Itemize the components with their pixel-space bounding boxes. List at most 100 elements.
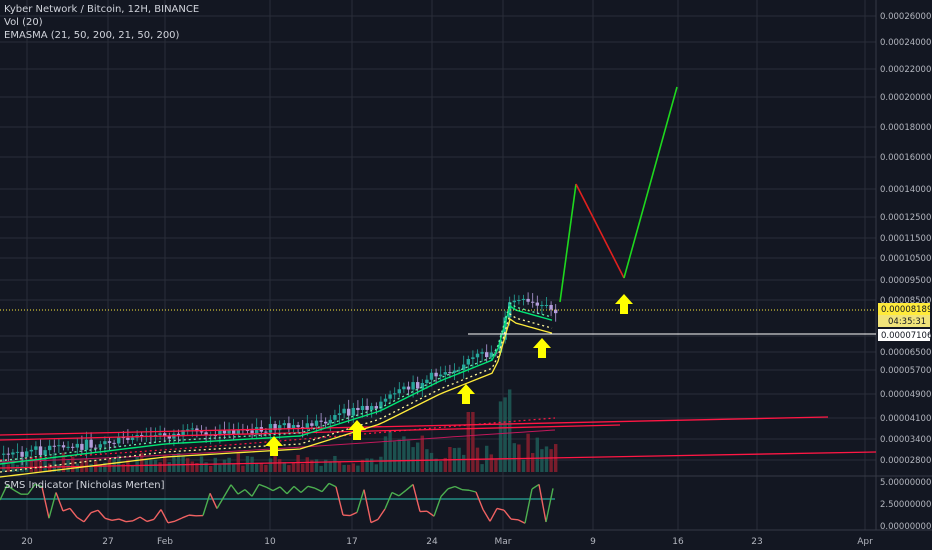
volume-bar: [209, 465, 213, 472]
sms-segment: [160, 509, 169, 524]
price-tick-label: 0.00022000: [880, 65, 931, 75]
sms-tick-label: 5.00000000: [880, 478, 931, 488]
sms-tick-label: 0.00000000: [880, 522, 931, 532]
sms-segment: [6, 484, 15, 491]
volume-bar: [402, 436, 406, 472]
sms-segment: [335, 486, 344, 516]
candle-body: [452, 370, 457, 373]
volume-bar: [388, 430, 392, 472]
candle-body: [2, 453, 6, 455]
volume-bar: [393, 441, 397, 472]
candle-body: [245, 429, 250, 431]
candle-body: [475, 353, 480, 358]
time-tick-label: 23: [751, 537, 762, 547]
ema-200-line: [0, 429, 556, 463]
candle-body: [52, 445, 56, 447]
support-price-text: 0.00007106: [881, 331, 932, 341]
volume-bar: [526, 433, 530, 472]
candle-body: [457, 369, 461, 371]
volume-bar: [268, 458, 273, 472]
countdown-tag: [878, 315, 930, 327]
volume-bar: [213, 457, 217, 472]
sms-segment: [125, 520, 134, 523]
sms-segment: [104, 517, 113, 522]
volume-bar: [535, 437, 539, 472]
candle-body: [278, 425, 282, 431]
sms-segment: [321, 482, 330, 493]
sms-segment: [230, 484, 239, 495]
candle-body: [310, 423, 314, 426]
candle-body: [117, 437, 121, 444]
volume-bar: [498, 401, 503, 472]
candle-body: [333, 415, 337, 420]
volume-bar: [140, 452, 144, 472]
sms-segment: [496, 507, 505, 511]
symbol-title: Kyber Network / Bitcoin, 12H, BINANCE: [4, 4, 200, 15]
sms-label: SMS Indicator [Nicholas Merten]: [4, 480, 165, 491]
sms-segment: [146, 518, 155, 523]
candle-body: [443, 372, 447, 375]
candle-body: [34, 446, 38, 450]
candle-body: [356, 407, 360, 411]
candle-body: [521, 298, 526, 300]
candle-body: [268, 423, 273, 433]
volume-bar: [544, 446, 549, 472]
sms-segment: [461, 488, 470, 491]
sms-segment: [370, 518, 379, 524]
sms-segment: [48, 492, 57, 519]
up-arrow-marker: [457, 384, 475, 404]
volume-bar: [89, 463, 93, 472]
sms-segment: [118, 518, 127, 523]
candle-body: [66, 446, 70, 448]
up-arrow-marker: [265, 436, 283, 456]
candle-body: [11, 452, 15, 455]
volume-bar: [480, 464, 484, 472]
volume-bar: [57, 464, 61, 472]
volume-bar: [190, 461, 194, 472]
volume-bar: [406, 440, 411, 472]
volume-bar: [429, 452, 434, 472]
price-tick-label: 0.00009500: [880, 276, 931, 286]
candle-body: [296, 425, 300, 428]
sms-segment: [293, 485, 302, 493]
volume-bar: [314, 459, 319, 472]
volume-bar: [121, 464, 125, 472]
volume-bar: [34, 459, 38, 472]
candle-body: [218, 429, 222, 436]
volume-bar: [66, 460, 70, 472]
sms-segment: [41, 486, 50, 519]
volume-bar: [411, 447, 415, 472]
volume-bar: [181, 455, 185, 472]
trend-line-lower: [0, 451, 877, 469]
volume-bar: [374, 464, 378, 472]
volume-bar: [420, 435, 424, 472]
volume-bar: [38, 456, 43, 472]
sms-segment: [307, 485, 316, 489]
volume-bar: [310, 460, 314, 472]
volume-bar: [282, 462, 286, 472]
price-tick-label: 0.00010500: [880, 254, 931, 264]
candle-body: [429, 372, 434, 380]
volume-bar: [117, 455, 121, 472]
sms-segment: [538, 484, 547, 523]
volume-bar: [347, 464, 351, 472]
volume-bar: [471, 412, 475, 472]
candle-body: [236, 429, 240, 434]
candle-body: [98, 444, 102, 448]
sms-segment: [90, 509, 99, 514]
candle-body: [48, 445, 52, 451]
candle-body: [508, 302, 512, 318]
up-arrow-marker: [348, 420, 366, 440]
candle-body: [84, 439, 89, 450]
volume-bar: [52, 452, 56, 472]
volume-bar: [218, 464, 222, 472]
candle-body: [186, 429, 190, 431]
price-tick-label: 0.00011500: [880, 234, 931, 244]
volume-bar: [11, 459, 15, 472]
candle-body: [411, 382, 415, 390]
time-tick-label: Mar: [495, 537, 512, 547]
volume-bar: [319, 465, 323, 472]
time-tick-label: 27: [102, 537, 113, 547]
price-tick-label: 0.00005700: [880, 366, 931, 376]
